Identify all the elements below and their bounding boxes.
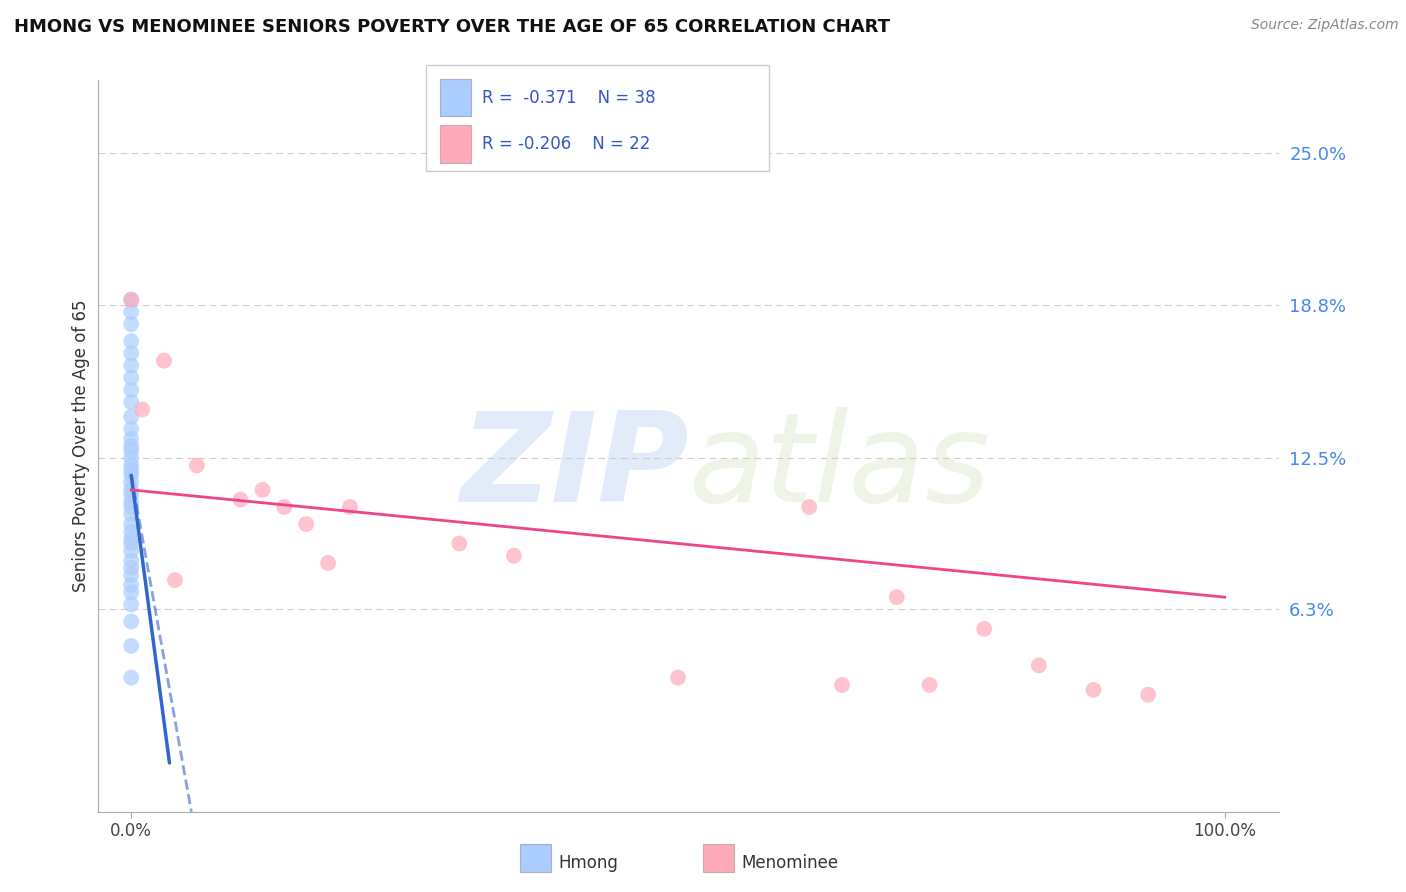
Point [120, 598, 142, 612]
Point [316, 556, 339, 570]
Point [295, 516, 318, 531]
Point [120, 639, 142, 653]
Point [973, 622, 995, 636]
Point [120, 370, 142, 384]
Point [120, 544, 142, 558]
Point [120, 293, 142, 307]
Point [120, 359, 142, 373]
Point [252, 483, 274, 497]
Point [120, 305, 142, 319]
Point [120, 495, 142, 509]
Point [120, 483, 142, 497]
Point [120, 524, 142, 539]
Point [120, 508, 142, 522]
Point [120, 463, 142, 477]
Point [339, 500, 361, 514]
Point [120, 317, 142, 331]
Point [120, 516, 142, 531]
Point [799, 500, 821, 514]
Point [120, 293, 142, 307]
Point [120, 561, 142, 575]
Point [120, 475, 142, 490]
Text: ZIP: ZIP [460, 408, 689, 528]
Point [120, 334, 142, 348]
Point [120, 439, 142, 453]
Point [918, 678, 941, 692]
Point [120, 553, 142, 567]
Point [831, 678, 853, 692]
Point [131, 402, 153, 417]
Point [120, 451, 142, 466]
Point [120, 409, 142, 424]
Point [120, 671, 142, 685]
Point [229, 492, 252, 507]
Point [120, 500, 142, 514]
Point [120, 615, 142, 629]
Point [120, 383, 142, 397]
Point [120, 443, 142, 458]
Point [120, 578, 142, 592]
Point [449, 536, 471, 550]
Point [886, 590, 908, 604]
Point [1083, 682, 1105, 697]
Point [120, 432, 142, 446]
Y-axis label: Seniors Poverty Over the Age of 65: Seniors Poverty Over the Age of 65 [72, 300, 90, 592]
Point [153, 353, 176, 368]
Point [120, 585, 142, 599]
Point [163, 573, 186, 587]
Text: Menominee: Menominee [741, 854, 838, 871]
Text: R = -0.206    N = 22: R = -0.206 N = 22 [482, 135, 651, 153]
Text: atlas: atlas [689, 408, 991, 528]
Point [1028, 658, 1050, 673]
Point [120, 346, 142, 360]
Point [120, 568, 142, 582]
Point [120, 488, 142, 502]
Point [120, 536, 142, 550]
Point [186, 458, 208, 473]
Point [1137, 688, 1160, 702]
Point [120, 395, 142, 409]
Text: R =  -0.371    N = 38: R = -0.371 N = 38 [482, 88, 655, 107]
Point [120, 532, 142, 546]
Point [666, 671, 689, 685]
Text: Hmong: Hmong [558, 854, 619, 871]
Point [120, 468, 142, 483]
Point [503, 549, 526, 563]
Point [120, 458, 142, 473]
Point [120, 422, 142, 436]
Text: Source: ZipAtlas.com: Source: ZipAtlas.com [1251, 18, 1399, 32]
Text: HMONG VS MENOMINEE SENIORS POVERTY OVER THE AGE OF 65 CORRELATION CHART: HMONG VS MENOMINEE SENIORS POVERTY OVER … [14, 18, 890, 36]
Point [273, 500, 295, 514]
